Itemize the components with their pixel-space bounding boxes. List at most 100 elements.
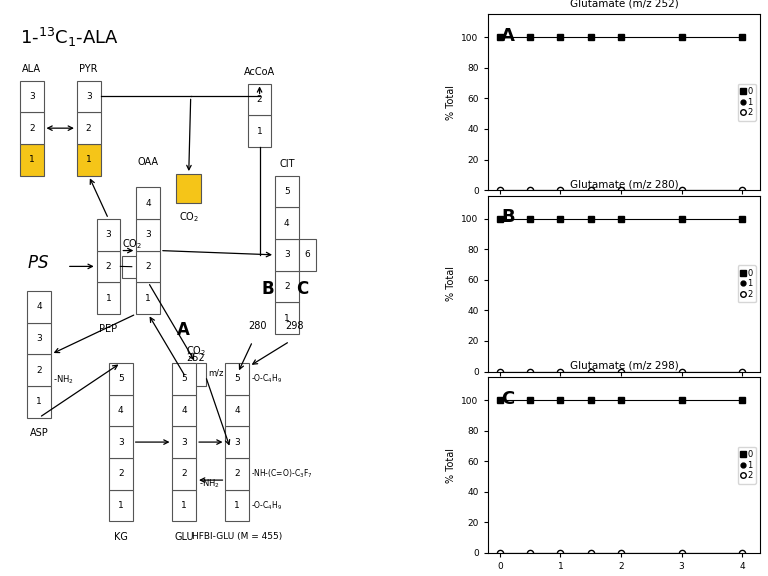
Text: 5: 5 — [181, 374, 187, 383]
Bar — [172, 363, 196, 395]
Text: $\mathit{PS}$: $\mathit{PS}$ — [27, 254, 49, 272]
Bar — [225, 395, 249, 426]
Text: CO$_2$: CO$_2$ — [186, 344, 206, 358]
Bar — [109, 490, 133, 521]
Text: 4: 4 — [118, 406, 124, 415]
Text: 1: 1 — [234, 501, 240, 510]
Bar — [27, 354, 51, 386]
Text: ALA: ALA — [22, 64, 41, 74]
Text: 3: 3 — [234, 438, 240, 446]
Text: 2: 2 — [106, 262, 111, 271]
Text: 5: 5 — [234, 374, 240, 383]
1 — [556, 550, 565, 556]
Text: 4: 4 — [36, 302, 42, 311]
1 — [617, 550, 626, 556]
Text: A: A — [502, 26, 515, 45]
Legend: 0, 1, 2: 0, 1, 2 — [737, 84, 756, 121]
0 — [677, 397, 686, 404]
Bar — [225, 426, 249, 458]
0 — [586, 34, 595, 41]
Y-axis label: % Total: % Total — [446, 266, 456, 301]
Text: 1: 1 — [145, 294, 151, 302]
1 — [737, 550, 746, 556]
0 — [495, 397, 505, 404]
0 — [495, 34, 505, 41]
Text: OAA: OAA — [137, 157, 159, 167]
2 — [617, 187, 626, 194]
Text: 1-$^{13}$C$_1$-ALA: 1-$^{13}$C$_1$-ALA — [20, 26, 119, 49]
Text: 4: 4 — [284, 219, 290, 228]
Bar — [247, 115, 271, 147]
Bar — [20, 144, 44, 176]
2 — [737, 550, 746, 556]
Text: 280: 280 — [248, 321, 266, 331]
Text: -O-C$_4$H$_9$: -O-C$_4$H$_9$ — [251, 499, 283, 511]
Text: 4: 4 — [145, 199, 151, 207]
Bar — [109, 363, 133, 395]
Text: 5: 5 — [118, 374, 124, 383]
2 — [495, 368, 505, 375]
Bar — [27, 291, 51, 323]
Bar — [299, 239, 316, 271]
Bar — [172, 458, 196, 490]
Text: 2: 2 — [36, 366, 42, 374]
Text: 2: 2 — [29, 124, 35, 132]
Text: 1: 1 — [106, 294, 111, 302]
1 — [495, 368, 505, 375]
Title: Glutamate (m/z 252): Glutamate (m/z 252) — [570, 0, 678, 8]
0 — [586, 215, 595, 222]
X-axis label: Time (h): Time (h) — [604, 395, 644, 405]
Bar — [109, 458, 133, 490]
Text: 3: 3 — [145, 230, 151, 239]
Text: -O-C$_4$H$_9$: -O-C$_4$H$_9$ — [251, 373, 283, 385]
Text: C: C — [502, 389, 515, 408]
Text: 3: 3 — [36, 334, 42, 343]
Text: 4: 4 — [234, 406, 240, 415]
0 — [556, 215, 565, 222]
Bar — [247, 84, 271, 115]
Text: m/z: m/z — [208, 369, 223, 377]
Text: 5: 5 — [284, 187, 290, 196]
1 — [525, 187, 535, 194]
2 — [525, 187, 535, 194]
Text: 3: 3 — [181, 438, 187, 446]
Bar — [275, 176, 299, 207]
2 — [525, 550, 535, 556]
1 — [556, 187, 565, 194]
Bar — [172, 426, 196, 458]
Text: 1: 1 — [284, 314, 290, 323]
X-axis label: Time (h): Time (h) — [604, 214, 644, 223]
Bar — [20, 81, 44, 112]
Text: 1: 1 — [29, 156, 35, 164]
Line: 2: 2 — [497, 369, 745, 374]
0 — [737, 34, 746, 41]
2 — [617, 368, 626, 375]
Text: CO$_2$: CO$_2$ — [121, 237, 142, 251]
Text: -NH$_2$: -NH$_2$ — [54, 373, 74, 386]
0 — [617, 34, 626, 41]
Bar — [275, 239, 299, 271]
Text: 2: 2 — [145, 262, 151, 271]
1 — [495, 550, 505, 556]
2 — [677, 368, 686, 375]
Bar — [172, 395, 196, 426]
Bar — [275, 302, 299, 334]
Text: 3: 3 — [284, 251, 290, 259]
2 — [586, 550, 595, 556]
1 — [737, 187, 746, 194]
2 — [586, 187, 595, 194]
Line: 1: 1 — [498, 369, 744, 374]
Bar — [77, 112, 101, 144]
Text: ASP: ASP — [30, 428, 48, 438]
Text: 3: 3 — [118, 438, 124, 446]
Text: C: C — [296, 279, 308, 298]
2 — [737, 187, 746, 194]
Text: 252: 252 — [187, 353, 205, 363]
2 — [495, 550, 505, 556]
Y-axis label: % Total: % Total — [446, 448, 456, 483]
Line: 2: 2 — [497, 550, 745, 556]
0 — [525, 34, 535, 41]
2 — [586, 368, 595, 375]
Text: 3: 3 — [29, 92, 35, 101]
Text: A: A — [177, 321, 190, 339]
